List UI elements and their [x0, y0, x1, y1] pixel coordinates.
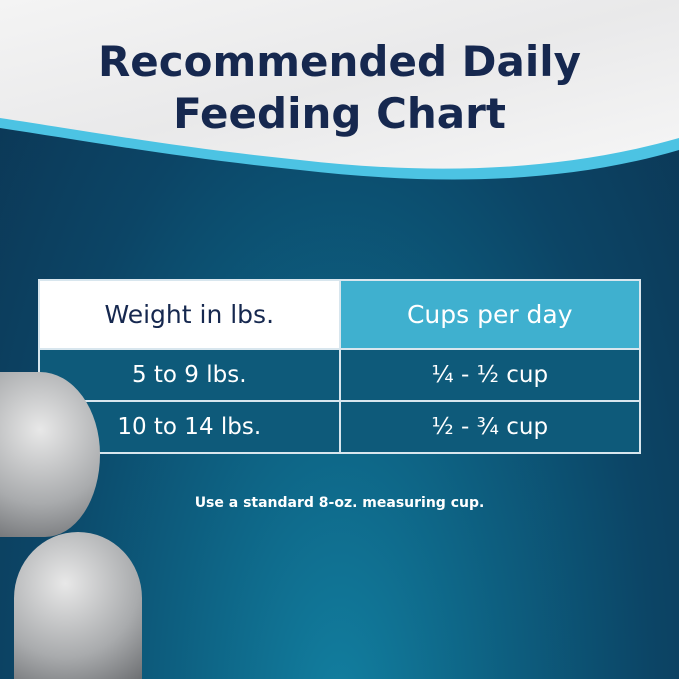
cell-weight: 5 to 9 lbs.	[38, 348, 341, 402]
feeding-table: Weight in lbs. Cups per day 5 to 9 lbs. …	[38, 279, 641, 454]
marble-header-background	[0, 0, 679, 180]
table-row: 10 to 14 lbs. ½ - ¾ cup	[38, 400, 641, 454]
header-cups: Cups per day	[338, 279, 641, 350]
cat-paw-image	[14, 532, 142, 679]
cell-cups: ½ - ¾ cup	[338, 400, 641, 454]
measuring-note: Use a standard 8-oz. measuring cup.	[194, 495, 485, 511]
page-title: Recommended Daily Feeding Chart	[97, 37, 582, 138]
header-weight: Weight in lbs.	[38, 279, 341, 350]
cell-cups: ¼ - ½ cup	[338, 348, 641, 402]
table-header-row: Weight in lbs. Cups per day	[38, 279, 641, 350]
table-row: 5 to 9 lbs. ¼ - ½ cup	[38, 348, 641, 402]
cat-paw-image	[0, 372, 100, 537]
